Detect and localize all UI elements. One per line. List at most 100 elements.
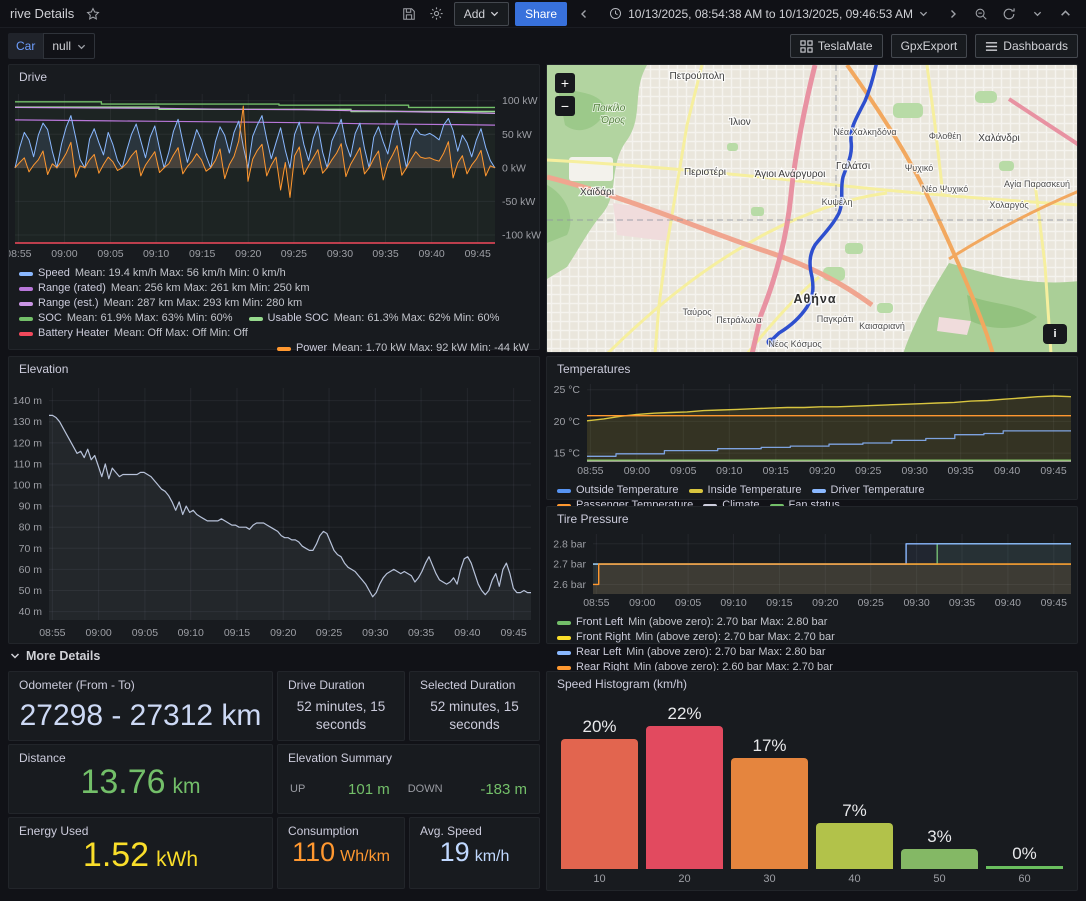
share-button[interactable]: Share xyxy=(515,1,568,26)
dashboard-grid: Drive 08:55 09:00 09:05 09:10 09:15 09:20 09:2… xyxy=(0,64,1086,901)
histogram-bar xyxy=(816,823,893,869)
panel-drive-title[interactable]: Drive xyxy=(19,70,48,84)
zoom-out-time-icon[interactable] xyxy=(970,3,992,25)
temperatures-chart[interactable]: 08:55 09:00 09:05 09:10 09:15 09:20 09:25 09:30… xyxy=(547,378,1077,481)
legend-item-Range (rated)[interactable]: Range (rated) Mean: 256 km Max: 261 km Mi… xyxy=(19,281,310,296)
y-tick-label: 20 °C xyxy=(554,416,581,428)
map-label: Παγκράτι xyxy=(817,314,854,324)
legend-item-Rear Left[interactable]: Rear Left Min (above zero): 2.70 bar Max:… xyxy=(557,645,826,660)
x-tick-label: 09:40 xyxy=(454,627,480,639)
map-label: Φιλοθέη xyxy=(929,131,962,141)
dashboards-link-button[interactable]: Dashboards xyxy=(975,34,1078,58)
favorite-star-icon[interactable] xyxy=(82,3,104,25)
map-label: Χαϊδάρι xyxy=(580,186,614,198)
legend-item-Front Right[interactable]: Front Right Min (above zero): 2.70 bar Ma… xyxy=(557,630,835,645)
x-tick-label: 09:10 xyxy=(143,248,169,260)
series-Range (est.) xyxy=(14,106,496,114)
panel-temperatures-title[interactable]: Temperatures xyxy=(557,362,631,376)
car-variable-label: Car xyxy=(8,33,44,59)
more-details-row-header[interactable]: More Details xyxy=(10,649,100,663)
x-tick-label: 09:05 xyxy=(675,597,701,609)
map-attribution-button[interactable]: i xyxy=(1043,324,1067,344)
map-label: Περιστέρι xyxy=(684,166,726,178)
odometer-value: 27298 - 27312 km xyxy=(19,699,262,733)
refresh-icon[interactable] xyxy=(998,3,1020,25)
histogram-x-label: 40 xyxy=(848,873,861,885)
y-tick-label: 50 kW xyxy=(502,129,532,141)
legend-label: SOC xyxy=(38,312,62,324)
series-Elevation xyxy=(49,414,531,598)
x-tick-label: 08:55 xyxy=(39,627,65,639)
y-tick-label: 2.8 bar xyxy=(553,538,586,550)
legend-item-Outside Temperature[interactable]: Outside Temperature xyxy=(557,483,679,498)
collapse-nav-icon[interactable] xyxy=(1054,3,1076,25)
add-button-label: Add xyxy=(463,6,486,21)
histogram-bar xyxy=(561,738,638,869)
histogram-column: 0% xyxy=(982,693,1067,869)
legend-item-Power[interactable]: Power Mean: 1.70 kW Max: 92 kW Min: -44 k… xyxy=(276,341,529,356)
distance-title: Distance xyxy=(19,751,66,765)
legend-item-Speed[interactable]: Speed Mean: 19.4 km/h Max: 56 km/h Min: 0… xyxy=(19,266,286,281)
map-zoom-in-button[interactable]: + xyxy=(555,73,575,93)
time-back-icon[interactable] xyxy=(573,3,595,25)
x-tick-label: 09:25 xyxy=(281,248,307,260)
drive-chart[interactable]: 08:55 09:00 09:05 09:10 09:15 09:20 09:25 09:30… xyxy=(5,86,541,264)
legend-item-Battery Heater[interactable]: Battery Heater Mean: Off Max: Off Min: Of… xyxy=(19,326,248,341)
car-variable-value[interactable]: null xyxy=(43,33,96,59)
speed-histogram-bars[interactable]: 20% 22% 17% 7% 3% 0% xyxy=(547,693,1077,869)
legend-item-Front Left[interactable]: Front Left Min (above zero): 2.70 bar Max… xyxy=(557,615,827,630)
x-tick-label: 09:25 xyxy=(316,627,342,639)
legend-item-Range (est.)[interactable]: Range (est.) Mean: 287 km Max: 293 km Min… xyxy=(19,296,302,311)
settings-gear-icon[interactable] xyxy=(426,3,448,25)
tire-pressure-chart[interactable]: 08:55 09:00 09:05 09:10 09:15 09:20 09:25 09:30… xyxy=(547,528,1077,613)
histogram-x-label: 50 xyxy=(933,873,946,885)
panel-speed-histogram-title[interactable]: Speed Histogram (km/h) xyxy=(557,677,688,691)
tire-pressure-legend: Front Left Min (above zero): 2.70 bar Max… xyxy=(547,613,1077,675)
legend-swatch xyxy=(703,503,718,508)
panel-distance: Distance 13.76 km xyxy=(8,744,273,814)
save-icon[interactable] xyxy=(398,3,420,25)
map-zoom-out-button[interactable]: − xyxy=(555,96,575,116)
histogram-column: 3% xyxy=(897,693,982,869)
legend-swatch xyxy=(557,620,571,625)
panel-elevation-title[interactable]: Elevation xyxy=(19,362,69,376)
odometer-title: Odometer (From - To) xyxy=(19,678,135,692)
legend-swatch xyxy=(557,635,571,640)
x-tick-label: 09:00 xyxy=(624,465,650,477)
legend-stats: Mean: 287 km Max: 293 km Min: 280 km xyxy=(103,297,303,309)
x-tick-label: 09:40 xyxy=(418,248,444,260)
time-range-picker[interactable]: 10/13/2025, 08:54:38 AM to 10/13/2025, 0… xyxy=(601,2,936,26)
legend-label: Outside Temperature xyxy=(576,484,679,496)
gpxexport-link-button[interactable]: GpxExport xyxy=(890,34,968,58)
legend-label: Rear Right xyxy=(576,661,629,673)
elevation-chart[interactable]: 08:55 09:00 09:05 09:10 09:15 09:20 09:25 09:30… xyxy=(9,378,539,643)
legend-item-Rear Right[interactable]: Rear Right Min (above zero): 2.60 bar Max… xyxy=(557,660,833,675)
panel-map: Πετρούπολη Ποικίλο Όρος Ίλιον Άγιοι Ανάργυρο… xyxy=(546,64,1078,353)
x-tick-label: 08:55 xyxy=(577,465,603,477)
drive-duration-value: 52 minutes, 15 seconds xyxy=(296,699,386,732)
map-label: Αγία Παρασκευή xyxy=(1004,179,1070,189)
map-canvas[interactable]: Πετρούπολη Ποικίλο Όρος Ίλιον Άγιοι Ανάργυρο… xyxy=(547,65,1077,352)
series-Rear Right xyxy=(593,563,1071,586)
legend-stats: Mean: 19.4 km/h Max: 56 km/h Min: 0 km/h xyxy=(74,267,286,279)
legend-item-SOC[interactable]: SOC Mean: 61.9% Max: 63% Min: 60% xyxy=(19,311,233,326)
x-tick-label: 09:00 xyxy=(86,627,112,639)
x-tick-label: 09:20 xyxy=(235,248,261,260)
x-tick-label: 09:45 xyxy=(465,248,491,260)
legend-swatch xyxy=(557,503,571,508)
chevron-down-icon xyxy=(490,11,499,17)
teslamate-link-button[interactable]: TeslaMate xyxy=(789,34,883,58)
legend-swatch xyxy=(557,650,571,655)
x-tick-label: 09:40 xyxy=(994,465,1020,477)
legend-item-Usable SOC[interactable]: Usable SOC Mean: 61.3% Max: 62% Min: 60% xyxy=(248,311,499,326)
x-tick-label: 09:25 xyxy=(855,465,881,477)
add-button[interactable]: Add xyxy=(453,1,510,26)
legend-item-Inside Temperature[interactable]: Inside Temperature xyxy=(688,483,802,498)
time-forward-icon[interactable] xyxy=(942,3,964,25)
map-drive-route xyxy=(769,65,878,344)
legend-item-Driver Temperature[interactable]: Driver Temperature xyxy=(811,483,924,498)
refresh-interval-caret-icon[interactable] xyxy=(1026,3,1048,25)
avg-speed-unit: km/h xyxy=(474,848,510,865)
panel-tire-pressure-title[interactable]: Tire Pressure xyxy=(557,512,629,526)
legend-swatch xyxy=(19,331,33,336)
